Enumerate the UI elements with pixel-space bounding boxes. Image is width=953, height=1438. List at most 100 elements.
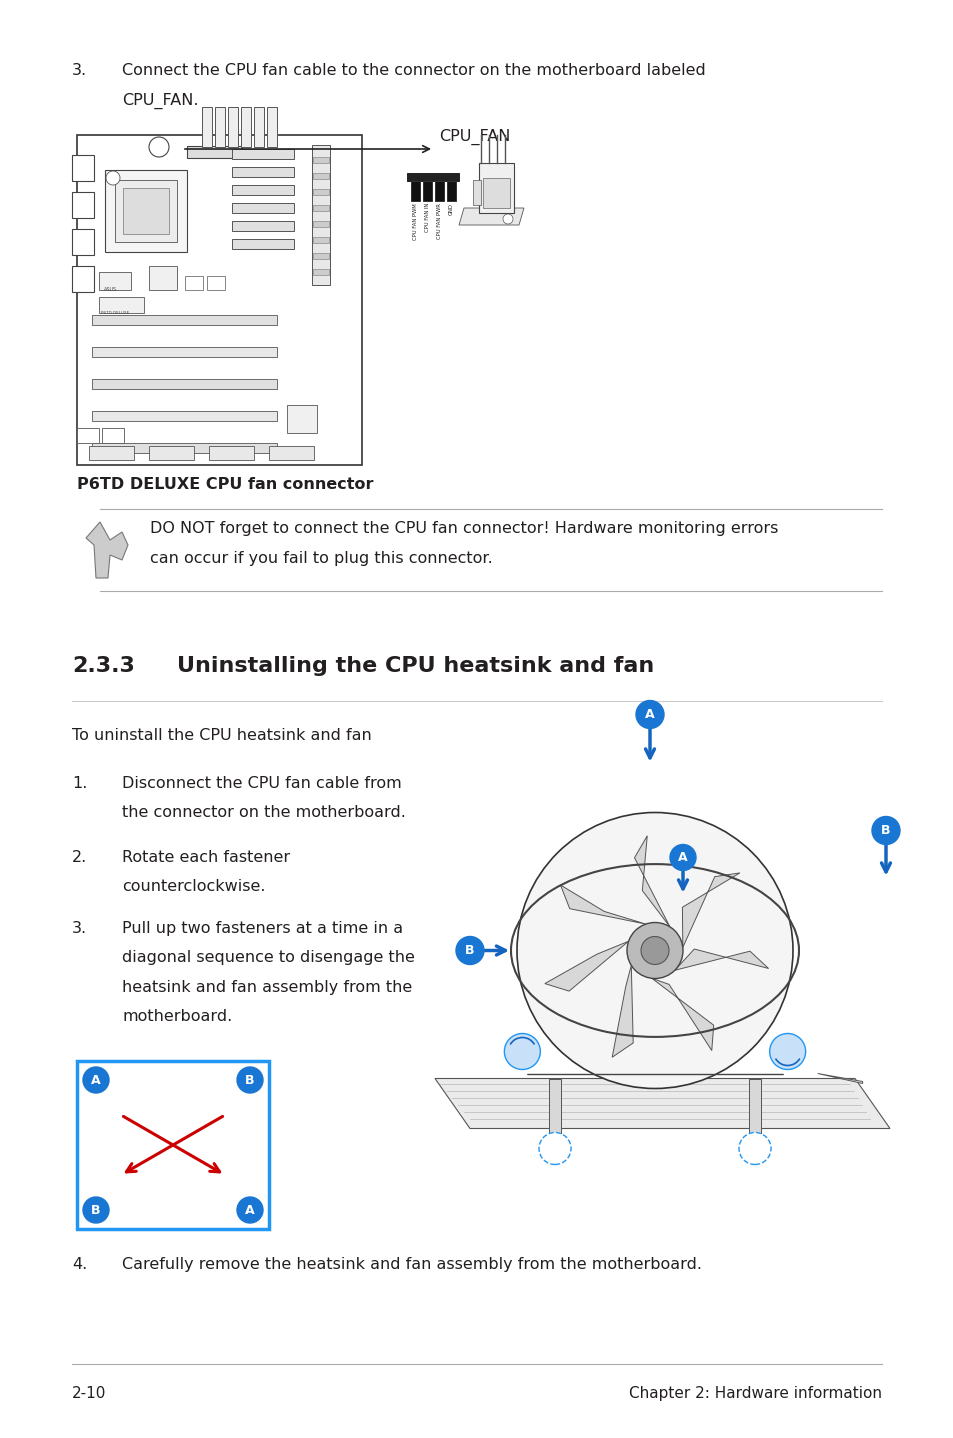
Bar	[232, 203, 294, 213]
Bar	[548, 1078, 560, 1136]
Polygon shape	[86, 522, 128, 578]
Bar	[209, 446, 253, 460]
Bar	[312, 145, 330, 285]
Bar	[313, 173, 329, 178]
Bar	[422, 181, 432, 201]
Circle shape	[149, 137, 169, 157]
Circle shape	[83, 1196, 109, 1222]
Bar	[207, 276, 225, 290]
Bar	[748, 1078, 760, 1136]
Bar	[77, 1061, 269, 1229]
Bar	[253, 106, 264, 147]
Bar	[77, 429, 99, 443]
Text: CPU FAN PWM: CPU FAN PWM	[413, 203, 417, 240]
Bar	[232, 167, 294, 177]
Text: A: A	[644, 707, 654, 720]
Bar	[269, 446, 314, 460]
Bar	[241, 106, 251, 147]
Bar	[267, 106, 276, 147]
Bar	[77, 135, 361, 464]
Polygon shape	[612, 965, 633, 1057]
Polygon shape	[651, 978, 713, 1051]
Bar	[232, 239, 294, 249]
Circle shape	[871, 817, 899, 844]
Text: heatsink and fan assembly from the: heatsink and fan assembly from the	[122, 981, 412, 995]
Polygon shape	[674, 949, 768, 971]
Bar	[447, 181, 456, 201]
Bar	[478, 162, 514, 213]
Text: Pull up two fasteners at a time in a: Pull up two fasteners at a time in a	[122, 920, 403, 936]
Text: To uninstall the CPU heatsink and fan: To uninstall the CPU heatsink and fan	[71, 728, 372, 743]
Bar	[89, 446, 133, 460]
Bar	[313, 269, 329, 275]
Text: 3.: 3.	[71, 920, 87, 936]
Bar	[435, 181, 443, 201]
Bar	[91, 347, 276, 357]
Text: 4.: 4.	[71, 1257, 87, 1273]
Polygon shape	[544, 942, 628, 991]
Bar	[99, 298, 144, 313]
Bar	[149, 266, 177, 290]
Bar	[232, 150, 294, 160]
Circle shape	[640, 936, 668, 965]
Text: Carefully remove the heatsink and fan assembly from the motherboard.: Carefully remove the heatsink and fan as…	[122, 1257, 701, 1273]
Circle shape	[669, 844, 696, 870]
Text: 2.: 2.	[71, 850, 87, 866]
Bar	[71, 266, 94, 292]
Text: motherboard.: motherboard.	[122, 1009, 232, 1024]
Circle shape	[538, 1133, 571, 1165]
Text: Chapter 2: Hardware information: Chapter 2: Hardware information	[628, 1386, 882, 1401]
Text: Rotate each fastener: Rotate each fastener	[122, 850, 290, 866]
Text: A: A	[245, 1204, 254, 1217]
Circle shape	[504, 1034, 539, 1070]
Circle shape	[769, 1034, 804, 1070]
Text: 2.3.3: 2.3.3	[71, 656, 134, 676]
Polygon shape	[634, 835, 669, 928]
Bar	[115, 180, 177, 242]
Text: counterclockwise.: counterclockwise.	[122, 880, 265, 894]
Bar	[313, 253, 329, 259]
Text: B: B	[881, 824, 890, 837]
Text: can occur if you fail to plug this connector.: can occur if you fail to plug this conne…	[150, 551, 493, 567]
Bar	[313, 157, 329, 162]
Bar	[214, 106, 225, 147]
Text: ASUS: ASUS	[104, 288, 117, 292]
Text: diagonal sequence to disengage the: diagonal sequence to disengage the	[122, 951, 415, 965]
Text: A: A	[91, 1074, 101, 1087]
Bar	[91, 443, 276, 453]
Bar	[91, 315, 276, 325]
Bar	[71, 193, 94, 219]
Bar	[71, 229, 94, 255]
Text: CPU FAN PWR: CPU FAN PWR	[436, 203, 441, 239]
Bar	[149, 446, 193, 460]
Circle shape	[517, 812, 792, 1089]
Text: Connect the CPU fan cable to the connector on the motherboard labeled: Connect the CPU fan cable to the connect…	[122, 63, 705, 78]
Circle shape	[236, 1196, 263, 1222]
Text: B: B	[465, 943, 475, 958]
Polygon shape	[817, 1074, 862, 1083]
Polygon shape	[681, 873, 740, 948]
Bar	[482, 178, 510, 209]
Bar	[91, 380, 276, 390]
Text: the connector on the motherboard.: the connector on the motherboard.	[122, 805, 405, 821]
Bar	[313, 237, 329, 243]
Text: Uninstalling the CPU heatsink and fan: Uninstalling the CPU heatsink and fan	[177, 656, 654, 676]
Polygon shape	[458, 209, 523, 224]
Bar	[407, 173, 458, 181]
Bar	[313, 188, 329, 196]
Bar	[202, 106, 212, 147]
Bar	[313, 221, 329, 227]
Bar	[102, 429, 124, 443]
Circle shape	[83, 1067, 109, 1093]
Circle shape	[236, 1067, 263, 1093]
Bar	[185, 276, 203, 290]
Text: A: A	[678, 851, 687, 864]
Bar	[228, 106, 237, 147]
Text: P6TD DELUXE CPU fan connector: P6TD DELUXE CPU fan connector	[77, 477, 374, 492]
Text: CPU_FAN.: CPU_FAN.	[122, 93, 198, 109]
Circle shape	[106, 171, 120, 186]
Bar	[411, 181, 419, 201]
Text: 2-10: 2-10	[71, 1386, 107, 1401]
Bar	[232, 186, 294, 196]
Bar	[232, 221, 294, 232]
